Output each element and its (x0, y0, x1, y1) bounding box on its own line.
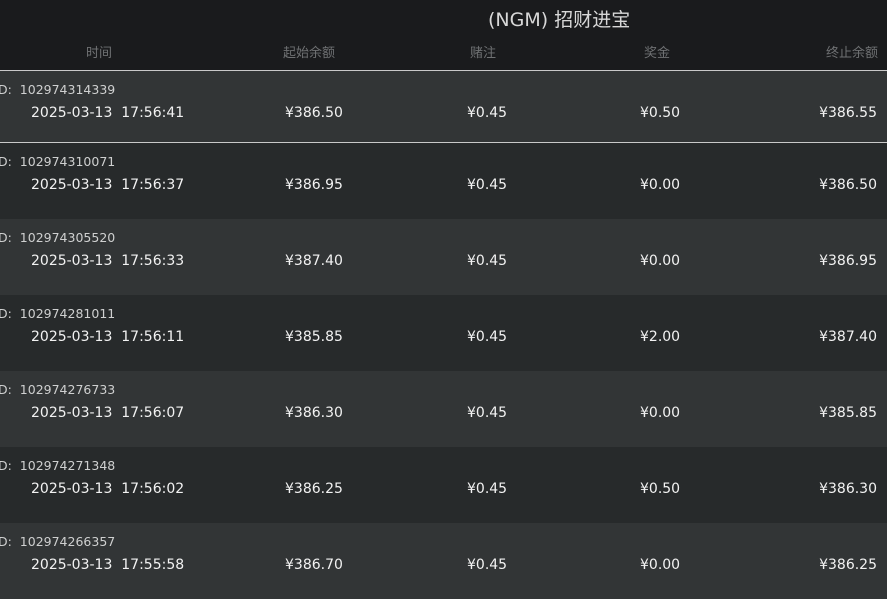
cell-end-balance: ¥386.30 (819, 481, 877, 497)
round-id-value: 102974310071 (19, 154, 116, 169)
cell-bet: ¥0.45 (467, 253, 508, 269)
cell-start-balance: ¥386.30 (285, 405, 343, 421)
cell-time: 2025-03-13 17:55:58 (31, 557, 185, 573)
column-header-time: 时间 (86, 46, 113, 61)
round-id-label: D: (0, 154, 12, 169)
round-id: D: 102974305520 (0, 230, 115, 245)
cell-bet: ¥0.45 (467, 177, 508, 193)
round-id-label: D: (0, 458, 12, 473)
round-id: D: 102974271348 (0, 458, 115, 473)
cell-end-balance: ¥385.85 (819, 405, 877, 421)
cell-win: ¥2.00 (640, 329, 681, 345)
round-id: D: 102974310071 (0, 154, 115, 169)
cell-time: 2025-03-13 17:56:02 (31, 481, 185, 497)
cell-end-balance: ¥386.25 (819, 557, 877, 573)
cell-start-balance: ¥387.40 (285, 253, 343, 269)
cell-bet: ¥0.45 (467, 105, 508, 121)
column-header-win: 奖金 (644, 46, 671, 61)
cell-time: 2025-03-13 17:56:11 (31, 329, 185, 345)
cell-start-balance: ¥386.95 (285, 177, 343, 193)
table-row[interactable]: D: 102974271348 2025-03-13 17:56:02 ¥386.2… (0, 447, 887, 523)
cell-start-balance: ¥386.25 (285, 481, 343, 497)
table-row[interactable]: D: 102974310071 2025-03-13 17:56:37 ¥386.9… (0, 143, 887, 219)
history-list: D: 102974314339 2025-03-13 17:56:41 ¥386.5… (0, 70, 887, 599)
column-header-end-balance: 终止余额 (825, 46, 878, 61)
cell-win: ¥0.00 (640, 405, 681, 421)
cell-win: ¥0.50 (640, 105, 681, 121)
round-id-label: D: (0, 534, 12, 549)
cell-win: ¥0.50 (640, 481, 681, 497)
round-id: D: 102974281011 (0, 306, 115, 321)
cell-bet: ¥0.45 (467, 329, 508, 345)
round-id-value: 102974281011 (19, 306, 116, 321)
cell-win: ¥0.00 (640, 557, 681, 573)
cell-bet: ¥0.45 (467, 557, 508, 573)
cell-end-balance: ¥386.55 (819, 105, 877, 121)
table-row[interactable]: D: 102974305520 2025-03-13 17:56:33 ¥387.4… (0, 219, 887, 295)
cell-end-balance: ¥386.95 (819, 253, 877, 269)
round-id: D: 102974314339 (0, 82, 115, 97)
round-id: D: 102974276733 (0, 382, 115, 397)
round-id-value: 102974266357 (19, 534, 116, 549)
cell-bet: ¥0.45 (467, 481, 508, 497)
cell-start-balance: ¥386.70 (285, 557, 343, 573)
round-id-value: 102974276733 (19, 382, 116, 397)
cell-win: ¥0.00 (640, 253, 681, 269)
cell-end-balance: ¥386.50 (819, 177, 877, 193)
round-id: D: 102974266357 (0, 534, 115, 549)
column-header-start-balance: 起始余额 (283, 46, 336, 61)
cell-time: 2025-03-13 17:56:41 (31, 105, 185, 121)
round-id-label: D: (0, 82, 12, 97)
round-id-label: D: (0, 230, 12, 245)
table-row[interactable]: D: 102974281011 2025-03-13 17:56:11 ¥385.8… (0, 295, 887, 371)
table-row[interactable]: D: 102974266357 2025-03-13 17:55:58 ¥386.7… (0, 523, 887, 599)
round-id-value: 102974271348 (19, 458, 116, 473)
cell-start-balance: ¥385.85 (285, 329, 343, 345)
round-id-value: 102974305520 (19, 230, 116, 245)
cell-time: 2025-03-13 17:56:07 (31, 405, 185, 421)
cell-bet: ¥0.45 (467, 405, 508, 421)
cell-start-balance: ¥386.50 (285, 105, 343, 121)
cell-end-balance: ¥387.40 (819, 329, 877, 345)
cell-time: 2025-03-13 17:56:37 (31, 177, 185, 193)
cell-time: 2025-03-13 17:56:33 (31, 253, 185, 269)
round-id-value: 102974314339 (19, 82, 116, 97)
table-row[interactable]: D: 102974314339 2025-03-13 17:56:41 ¥386.5… (0, 70, 887, 143)
column-header-bet: 赌注 (470, 46, 497, 61)
table-header: (NGM) 招财进宝 时间 起始余额 赌注 奖金 终止余额 (0, 0, 887, 70)
table-row[interactable]: D: 102974276733 2025-03-13 17:56:07 ¥386.3… (0, 371, 887, 447)
game-title: (NGM) 招财进宝 (488, 9, 631, 31)
round-id-label: D: (0, 306, 12, 321)
round-id-label: D: (0, 382, 12, 397)
cell-win: ¥0.00 (640, 177, 681, 193)
